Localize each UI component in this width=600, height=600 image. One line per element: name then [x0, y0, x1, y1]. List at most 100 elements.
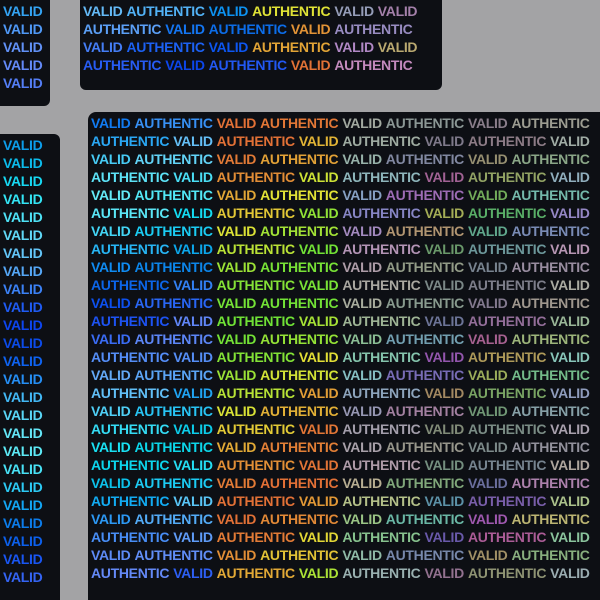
hologram-word: AUTHENTIC	[467, 241, 547, 257]
hologram-word: AUTHENTIC	[385, 115, 464, 131]
hologram-word: VALID	[91, 151, 131, 167]
hologram-word: AUTHENTIC	[91, 169, 170, 185]
hologram-word: VALID	[342, 439, 382, 455]
hologram-text: VALID VALID VALID VALID VALID	[3, 2, 47, 92]
hologram-word: VALID	[550, 565, 590, 581]
hologram-word: VALID	[173, 205, 213, 221]
hologram-word: AUTHENTIC	[134, 511, 213, 527]
hologram-word: VALID	[424, 277, 465, 293]
hologram-word: AUTHENTIC	[260, 367, 339, 383]
hologram-word: VALID	[550, 457, 590, 473]
hologram-word: AUTHENTIC	[467, 277, 547, 293]
hologram-word: AUTHENTIC	[91, 529, 170, 545]
hologram-row: VALID	[3, 208, 57, 226]
hologram-word: AUTHENTIC	[91, 565, 170, 581]
sticker-main: VALID AUTHENTIC VALID AUTHENTIC VALID AUTHENT…	[88, 112, 600, 600]
hologram-word: AUTHENTIC	[334, 57, 413, 73]
hologram-word: VALID	[216, 187, 257, 203]
hologram-word: VALID	[91, 223, 131, 239]
hologram-word: AUTHENTIC	[385, 295, 464, 311]
hologram-word: VALID	[550, 133, 590, 149]
hologram-word: AUTHENTIC	[260, 403, 339, 419]
hologram-row: VALID	[3, 460, 57, 478]
hologram-word: VALID	[173, 421, 213, 437]
hologram-text: VALID AUTHENTIC VALID AUTHENTIC VALID VALID AU…	[83, 2, 439, 74]
hologram-word: VALID	[173, 169, 213, 185]
hologram-word: VALID	[3, 281, 43, 297]
hologram-word: VALID	[208, 3, 249, 19]
hologram-word: AUTHENTIC	[260, 439, 339, 455]
hologram-word: AUTHENTIC	[260, 115, 339, 131]
hologram-word: VALID	[91, 547, 131, 563]
hologram-word: AUTHENTIC	[342, 277, 421, 293]
hologram-word: AUTHENTIC	[134, 475, 213, 491]
hologram-word: AUTHENTIC	[83, 21, 162, 37]
hologram-word: VALID	[467, 367, 508, 383]
hologram-word: AUTHENTIC	[511, 367, 590, 383]
hologram-word: VALID	[216, 259, 257, 275]
hologram-word: VALID	[550, 349, 590, 365]
hologram-word: VALID	[3, 407, 43, 423]
hologram-word: VALID	[3, 57, 43, 73]
hologram-word: VALID	[216, 295, 257, 311]
hologram-row: VALID AUTHENTIC VALID AUTHENTIC VALID AUTHENT…	[91, 294, 597, 312]
hologram-word: VALID	[3, 227, 43, 243]
hologram-word: VALID	[342, 187, 382, 203]
hologram-word: VALID	[467, 151, 508, 167]
hologram-word: AUTHENTIC	[467, 457, 547, 473]
hologram-word: AUTHENTIC	[385, 511, 464, 527]
hologram-word: AUTHENTIC	[134, 331, 213, 347]
hologram-word: VALID	[3, 137, 43, 153]
hologram-word: VALID	[3, 173, 43, 189]
hologram-row: VALID	[3, 550, 57, 568]
hologram-row: VALID AUTHENTIC VALID AUTHENTIC VALID AUTHENT…	[91, 186, 597, 204]
hologram-word: VALID	[3, 317, 43, 333]
hologram-row: AUTHENTIC VALID AUTHENTIC VALID AUTHENTIC	[83, 56, 439, 74]
hologram-word: VALID	[550, 313, 590, 329]
hologram-word: AUTHENTIC	[342, 169, 421, 185]
hologram-word: VALID	[298, 349, 339, 365]
hologram-word: AUTHENTIC	[385, 547, 464, 563]
hologram-word: VALID	[467, 259, 508, 275]
hologram-word: AUTHENTIC	[216, 493, 295, 509]
hologram-word: AUTHENTIC	[511, 115, 590, 131]
hologram-word: VALID	[91, 403, 131, 419]
hologram-row: VALID AUTHENTIC VALID AUTHENTIC VALID VALID	[83, 2, 439, 20]
hologram-row: AUTHENTIC VALID AUTHENTIC VALID AUTHENTIC VAL…	[91, 276, 597, 294]
hologram-word: VALID	[550, 493, 590, 509]
hologram-word: VALID	[467, 547, 508, 563]
hologram-word: AUTHENTIC	[342, 385, 421, 401]
hologram-word: AUTHENTIC	[511, 223, 590, 239]
hologram-row: VALID	[3, 442, 57, 460]
hologram-word: VALID	[342, 367, 382, 383]
hologram-word: VALID	[3, 245, 43, 261]
hologram-word: AUTHENTIC	[91, 493, 170, 509]
hologram-word: VALID	[165, 57, 205, 73]
hologram-word: VALID	[165, 21, 205, 37]
hologram-word: VALID	[3, 335, 43, 351]
hologram-row: VALID	[3, 352, 57, 370]
hologram-word: AUTHENTIC	[467, 421, 547, 437]
hologram-word: VALID	[342, 223, 382, 239]
hologram-row: VALID	[3, 568, 57, 586]
hologram-word: VALID	[298, 421, 339, 437]
hologram-word: AUTHENTIC	[511, 547, 590, 563]
hologram-word: VALID	[83, 39, 123, 55]
hologram-word: VALID	[3, 263, 43, 279]
hologram-word: VALID	[377, 3, 418, 19]
hologram-word: VALID	[550, 169, 590, 185]
hologram-word: VALID	[342, 511, 382, 527]
hologram-word: VALID	[3, 551, 43, 567]
hologram-word: AUTHENTIC	[467, 313, 547, 329]
hologram-word: VALID	[91, 295, 131, 311]
hologram-word: VALID	[216, 403, 257, 419]
hologram-word: VALID	[467, 115, 508, 131]
hologram-word: VALID	[424, 349, 465, 365]
hologram-row: VALID	[3, 226, 57, 244]
hologram-word: AUTHENTIC	[126, 3, 205, 19]
hologram-word: VALID	[216, 223, 257, 239]
hologram-word: AUTHENTIC	[208, 57, 287, 73]
hologram-word: AUTHENTIC	[216, 241, 295, 257]
hologram-word: AUTHENTIC	[385, 403, 464, 419]
hologram-word: VALID	[216, 547, 257, 563]
